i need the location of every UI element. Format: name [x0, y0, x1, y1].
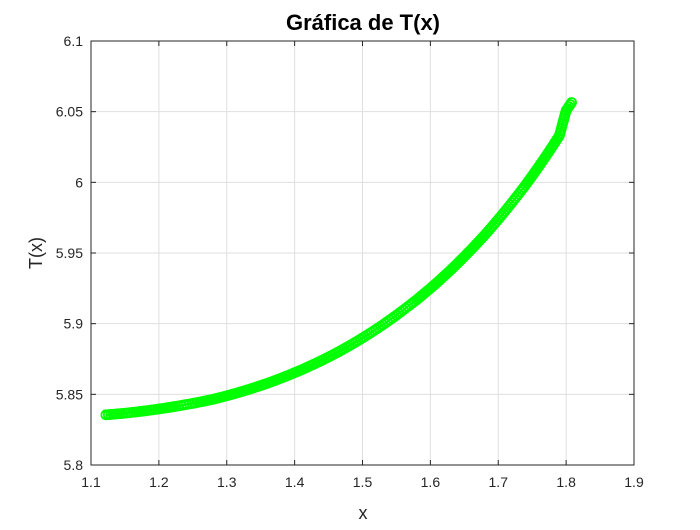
y-tick-label: 6 — [75, 174, 83, 190]
series-layer — [100, 97, 577, 421]
x-tick-label: 1.8 — [556, 474, 576, 490]
y-tick-label: 5.9 — [64, 316, 84, 332]
y-tick-label: 6.05 — [56, 104, 83, 120]
chart-title: Gráfica de T(x) — [286, 10, 440, 35]
data-point — [566, 97, 577, 108]
x-axis-label: x — [359, 503, 368, 523]
x-tick-label: 1.9 — [624, 474, 644, 490]
y-tick-label: 5.95 — [56, 245, 83, 261]
x-tick-label: 1.6 — [421, 474, 441, 490]
y-tick-label: 5.8 — [64, 457, 84, 473]
x-tick-label: 1.4 — [285, 474, 305, 490]
x-tick-label: 1.2 — [149, 474, 169, 490]
x-tick-label: 1.1 — [81, 474, 101, 490]
y-tick-label: 5.85 — [56, 386, 83, 402]
x-tick-label: 1.5 — [353, 474, 373, 490]
ticks: 1.1 1.2 1.3 1.4 1.5 1.6 1.7 1.8 1.9 5.8 5.85 5.9 5.9… — [56, 33, 644, 490]
x-tick-label: 1.3 — [217, 474, 237, 490]
x-tick-label: 1.7 — [489, 474, 509, 490]
y-tick-label: 6.1 — [64, 33, 84, 49]
data-point — [564, 99, 576, 110]
y-axis-label: T(x) — [26, 237, 46, 269]
